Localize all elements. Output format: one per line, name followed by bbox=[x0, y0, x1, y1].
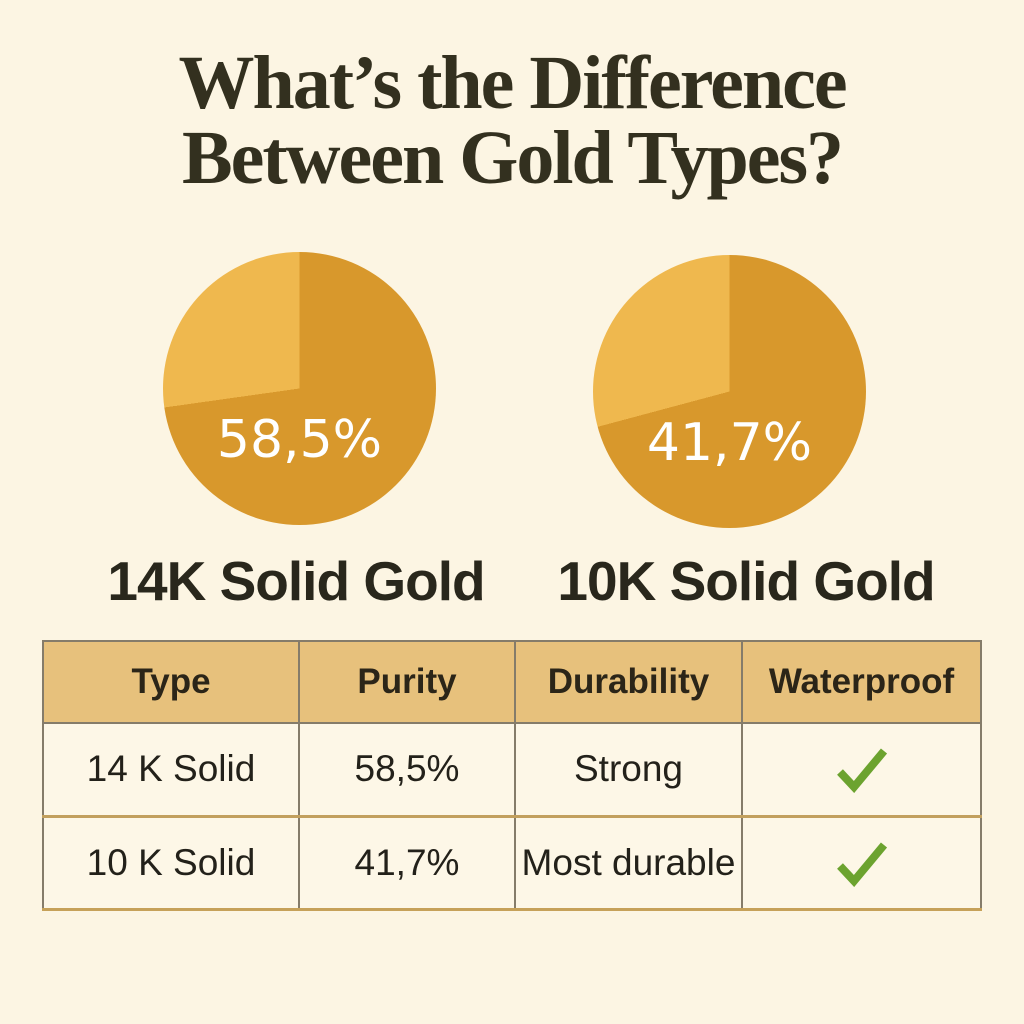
cell-waterproof bbox=[741, 722, 982, 817]
table-row: 14 K Solid 58,5% Strong bbox=[42, 722, 982, 817]
header-type: Type bbox=[42, 640, 300, 724]
table-header-row: Type Purity Durability Waterproof bbox=[42, 640, 982, 724]
cell-type: 14 K Solid bbox=[42, 722, 300, 817]
pie-chart-14k: 58,5% bbox=[163, 252, 436, 525]
cell-waterproof bbox=[741, 814, 982, 911]
cell-purity: 58,5% bbox=[298, 722, 516, 817]
checkmark-icon bbox=[743, 839, 980, 887]
cell-purity: 41,7% bbox=[298, 814, 516, 911]
pie-caption-14k: 14K Solid Gold bbox=[107, 550, 485, 612]
comparison-table: Type Purity Durability Waterproof 14 K S… bbox=[42, 640, 982, 911]
pie-label-14k: 58,5% bbox=[216, 410, 383, 470]
table-row: 10 K Solid 41,7% Most durable bbox=[42, 814, 982, 911]
header-purity: Purity bbox=[298, 640, 516, 724]
cell-durability: Most durable bbox=[514, 814, 743, 911]
page-title: What’s the Difference Between Gold Types… bbox=[0, 41, 1024, 201]
checkmark-icon bbox=[743, 745, 980, 794]
pie-caption-10k: 10K Solid Gold bbox=[557, 550, 935, 612]
pie-label-10k: 41,7% bbox=[646, 413, 813, 473]
pie-chart-10k: 41,7% bbox=[593, 255, 866, 528]
cell-durability: Strong bbox=[514, 722, 743, 817]
page-title-line2: Between Gold Types? bbox=[181, 116, 844, 201]
page-title-line1: What’s the Difference bbox=[178, 41, 847, 125]
header-waterproof: Waterproof bbox=[741, 640, 982, 724]
cell-type: 10 K Solid bbox=[42, 814, 300, 911]
header-durability: Durability bbox=[514, 640, 743, 724]
